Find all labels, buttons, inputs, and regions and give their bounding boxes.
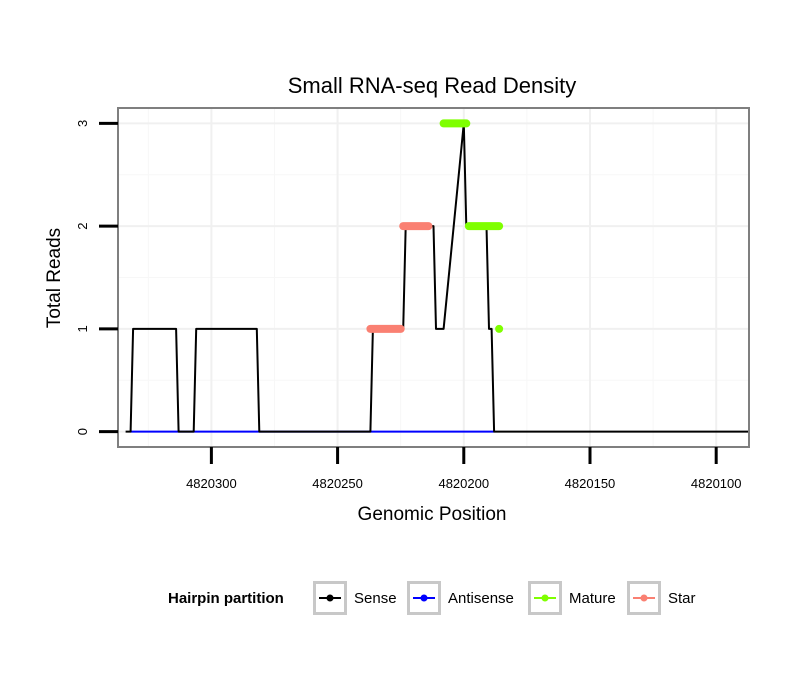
legend-key-dot [326,594,334,602]
x-tick-label: 4820100 [691,476,742,491]
y-axis: 0 1 2 3 [75,120,118,435]
x-tick-label: 4820250 [312,476,363,491]
x-tick-label: 4820200 [438,476,489,491]
legend-label: Mature [569,590,616,607]
y-tick-label: 2 [75,223,90,230]
x-tick-label: 4820150 [565,476,616,491]
legend-item-mature: Mature [528,581,616,615]
legend-item-antisense: Antisense [407,581,514,615]
mature-point [495,324,504,333]
grid [118,108,749,447]
legend-item-sense: Sense [313,581,397,615]
legend-item-star: Star [627,581,696,615]
y-tick-label: 0 [75,428,90,435]
x-tick-label: 4820300 [186,476,237,491]
x-axis-title: Genomic Position [358,504,507,525]
chart-title: Small RNA-seq Read Density [288,73,577,98]
legend-key-dot [541,594,549,602]
legend-key-dot [420,594,428,602]
plot-panel-border [117,107,750,448]
legend-title: Hairpin partition [168,590,284,607]
legend-label: Antisense [448,590,514,607]
legend-label: Sense [354,590,397,607]
legend: Hairpin partition Sense Antisense Mature St… [168,581,696,615]
y-tick-label: 1 [75,325,90,332]
series-group [125,119,749,433]
y-axis-title: Total Reads [44,228,65,328]
legend-key-dot [640,594,648,602]
y-tick-label: 3 [75,120,90,127]
legend-label: Star [668,590,696,607]
x-axis: 4820300 4820250 4820200 4820150 4820100 [186,447,742,491]
